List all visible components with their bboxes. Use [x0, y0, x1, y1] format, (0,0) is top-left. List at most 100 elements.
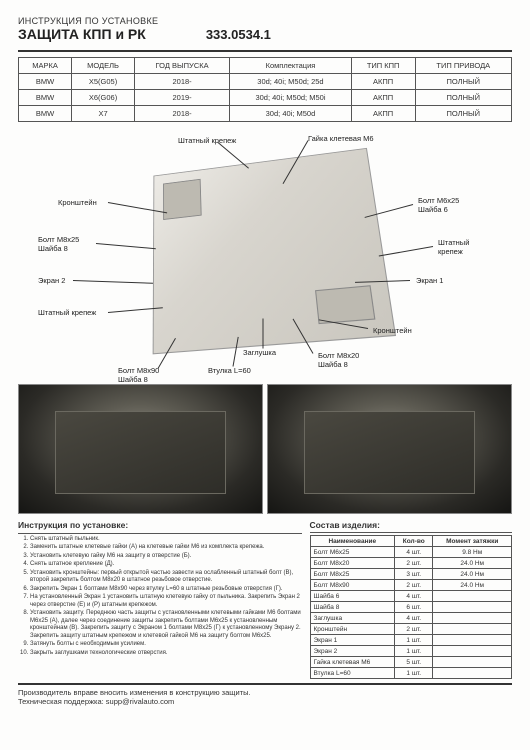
- comp-row: Болт М6х254 шт.9.8 Нм: [310, 547, 512, 558]
- comp-col-header: Наименование: [310, 536, 395, 547]
- spec-cell: BMW: [19, 106, 72, 122]
- comp-row: Шайба 64 шт.: [310, 591, 512, 602]
- instruction-step: Установить защиту. Переднюю часть защиты…: [30, 610, 302, 640]
- diagram-label: Штатныйкрепеж: [438, 238, 469, 256]
- diagram-label: Втулка L=60: [208, 366, 251, 375]
- spec-cell: 30d; 40i; M50d; 25d: [230, 74, 351, 90]
- comp-cell: 1 шт.: [395, 668, 433, 679]
- instruction-step: На установленный Экран 1 установить штат…: [30, 594, 302, 609]
- spec-row: BMWX5(G05)2018-30d; 40i; M50d; 25dАКПППО…: [19, 74, 512, 90]
- instruction-step: Закрепить Экран 1 болтами М8х90 через вт…: [30, 586, 302, 594]
- diagram-label: Болт М8х20Шайба 8: [318, 351, 359, 369]
- composition-table: НаименованиеКол-воМомент затяжки Болт М6…: [310, 535, 513, 679]
- leader-line: [263, 319, 264, 349]
- spec-cell: 2018-: [134, 74, 229, 90]
- spec-cell: ПОЛНЫЙ: [415, 106, 511, 122]
- diagram-label: Болт М8х25Шайба 8: [38, 235, 79, 253]
- comp-cell: [433, 646, 512, 657]
- spec-row: BMWX6(G06)2019-30d; 40i; M50d; M50iАКППП…: [19, 90, 512, 106]
- spec-col-header: Комплектация: [230, 58, 351, 74]
- part-number: 333.0534.1: [206, 27, 271, 42]
- comp-cell: 2 шт.: [395, 558, 433, 569]
- instruction-step: Установить кронштейны: первый открытой ч…: [30, 570, 302, 585]
- diagram-label: Экран 2: [38, 276, 65, 285]
- instructions-heading: Инструкция по установке:: [18, 520, 302, 534]
- leader-line: [96, 243, 156, 249]
- comp-row: Болт М8х202 шт.24.0 Нм: [310, 558, 512, 569]
- comp-cell: 1 шт.: [395, 635, 433, 646]
- comp-cell: Шайба 6: [310, 591, 395, 602]
- skid-plate-shape: [153, 148, 396, 355]
- comp-cell: [433, 613, 512, 624]
- comp-cell: 5 шт.: [395, 657, 433, 668]
- comp-cell: 2 шт.: [395, 624, 433, 635]
- spec-col-header: МАРКА: [19, 58, 72, 74]
- instruction-step: Закрыть заглушками технологические отвер…: [30, 650, 302, 658]
- spec-cell: ПОЛНЫЙ: [415, 90, 511, 106]
- comp-cell: 1 шт.: [395, 646, 433, 657]
- comp-cell: 24.0 Нм: [433, 580, 512, 591]
- instruction-step: Снять штатное крепление (Д).: [30, 561, 302, 569]
- diagram-label: Кронштейн: [373, 326, 412, 335]
- install-label: ИНСТРУКЦИЯ ПО УСТАНОВКЕ: [18, 16, 512, 26]
- exploded-diagram: Штатный крепеж Гайка клетевая М6 Кронштейн…: [18, 128, 512, 378]
- instruction-step: Снять штатный пыльник.: [30, 536, 302, 544]
- comp-cell: [433, 624, 512, 635]
- comp-cell: Гайка клетевая М6: [310, 657, 395, 668]
- comp-cell: 3 шт.: [395, 569, 433, 580]
- composition-block: Состав изделия: НаименованиеКол-воМомент…: [310, 520, 513, 679]
- leader-line: [73, 280, 153, 284]
- spec-cell: АКПП: [351, 74, 415, 90]
- spec-table: МАРКАМОДЕЛЬГОД ВЫПУСКАКомплектацияТИП КП…: [18, 57, 512, 122]
- spec-cell: АКПП: [351, 106, 415, 122]
- comp-cell: Шайба 8: [310, 602, 395, 613]
- spec-row: BMWX72018-30d; 40i; M50dАКПППОЛНЫЙ: [19, 106, 512, 122]
- photo-row: [18, 384, 512, 514]
- header-block: ИНСТРУКЦИЯ ПО УСТАНОВКЕ ЗАЩИТА КПП и РК …: [18, 16, 512, 42]
- footer-line1: Производитель вправе вносить изменения в…: [18, 688, 512, 697]
- comp-cell: Болт М8х25: [310, 569, 395, 580]
- comp-cell: 9.8 Нм: [433, 547, 512, 558]
- bottom-row: Инструкция по установке: Снять штатный п…: [18, 520, 512, 679]
- comp-row: Болт М8х253 шт.24.0 Нм: [310, 569, 512, 580]
- spec-cell: 2018-: [134, 106, 229, 122]
- comp-row: Гайка клетевая М65 шт.: [310, 657, 512, 668]
- diagram-label: Гайка клетевая М6: [308, 134, 374, 143]
- spec-col-header: ГОД ВЫПУСКА: [134, 58, 229, 74]
- spec-cell: X7: [72, 106, 135, 122]
- spec-cell: BMW: [19, 90, 72, 106]
- comp-cell: [433, 602, 512, 613]
- diagram-label: Штатный крепеж: [38, 308, 96, 317]
- comp-cell: [433, 635, 512, 646]
- comp-cell: 2 шт.: [395, 580, 433, 591]
- comp-cell: [433, 668, 512, 679]
- spec-cell: 30d; 40i; M50d; M50i: [230, 90, 351, 106]
- spec-cell: 2019-: [134, 90, 229, 106]
- comp-cell: 4 шт.: [395, 591, 433, 602]
- composition-heading: Состав изделия:: [310, 520, 513, 533]
- comp-row: Втулка L=601 шт.: [310, 668, 512, 679]
- comp-cell: [433, 657, 512, 668]
- spec-col-header: ТИП ПРИВОДА: [415, 58, 511, 74]
- comp-cell: Экран 2: [310, 646, 395, 657]
- install-photo-2: [267, 384, 512, 514]
- instructions-block: Инструкция по установке: Снять штатный п…: [18, 520, 302, 679]
- spec-cell: BMW: [19, 74, 72, 90]
- diagram-label: Заглушка: [243, 348, 276, 357]
- main-title: ЗАЩИТА КПП и РК: [18, 26, 146, 42]
- diagram-label: Штатный крепеж: [178, 136, 236, 145]
- comp-cell: 24.0 Нм: [433, 569, 512, 580]
- comp-col-header: Момент затяжки: [433, 536, 512, 547]
- leader-line: [379, 246, 433, 257]
- comp-cell: Экран 1: [310, 635, 395, 646]
- spec-cell: ПОЛНЫЙ: [415, 74, 511, 90]
- comp-row: Экран 21 шт.: [310, 646, 512, 657]
- instruction-step: Установить клетевую гайку М6 на защиту в…: [30, 553, 302, 561]
- comp-cell: Втулка L=60: [310, 668, 395, 679]
- diagram-label: Болт М8х90Шайба 8: [118, 366, 159, 384]
- title-row: ЗАЩИТА КПП и РК 333.0534.1: [18, 26, 512, 42]
- comp-cell: 24.0 Нм: [433, 558, 512, 569]
- spec-cell: X5(G05): [72, 74, 135, 90]
- footer-note: Производитель вправе вносить изменения в…: [18, 683, 512, 706]
- comp-row: Экран 11 шт.: [310, 635, 512, 646]
